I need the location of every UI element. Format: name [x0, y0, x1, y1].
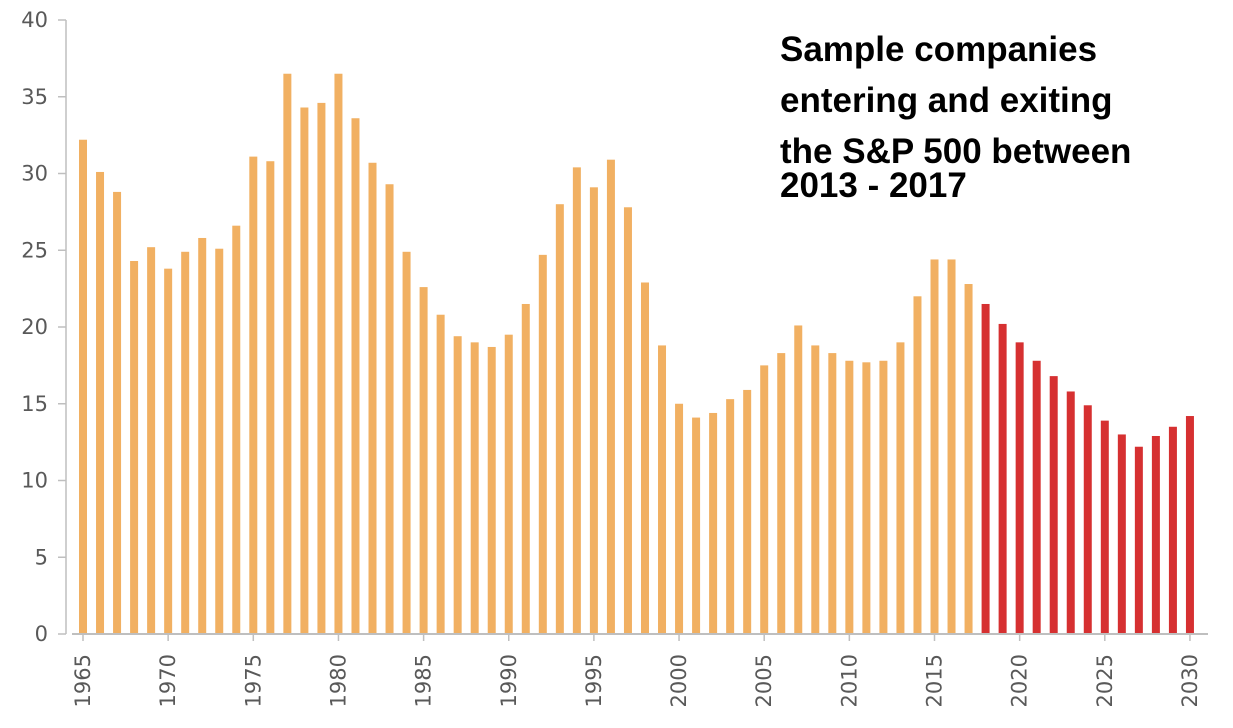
- bar-1971: [181, 251, 190, 635]
- bar-2004: [743, 389, 752, 634]
- bar-2025: [1100, 420, 1109, 634]
- bar-1973: [215, 248, 224, 634]
- x-tick-label: 2005: [752, 654, 776, 707]
- bar-1993: [555, 204, 564, 634]
- bar-1996: [606, 159, 615, 634]
- bar-2019: [998, 323, 1007, 634]
- bar-1985: [419, 287, 428, 634]
- bar-2001: [692, 417, 701, 634]
- x-tick-label: 2020: [1008, 654, 1032, 707]
- bar-2022: [1049, 376, 1058, 634]
- bar-2009: [828, 353, 837, 634]
- bar-2014: [913, 296, 922, 634]
- bar-2016: [947, 259, 956, 634]
- title-line-2: entering and exiting: [780, 81, 1113, 120]
- bar-2021: [1032, 360, 1041, 634]
- y-tick-label: 25: [21, 238, 48, 262]
- bars: [79, 73, 1194, 635]
- bar-1969: [147, 247, 156, 634]
- bar-1989: [487, 346, 496, 634]
- bar-1987: [453, 336, 462, 634]
- bar-2027: [1134, 446, 1143, 634]
- bar-1994: [572, 167, 581, 635]
- bar-2011: [862, 362, 871, 634]
- bar-2000: [675, 403, 684, 634]
- y-tick-label: 10: [21, 469, 48, 493]
- bar-1986: [436, 314, 445, 634]
- bar-2017: [964, 284, 973, 634]
- bar-1992: [538, 254, 547, 635]
- bar-2003: [726, 399, 735, 634]
- bar-1967: [113, 191, 122, 635]
- x-tick-label: 2010: [837, 654, 861, 707]
- bar-2030: [1185, 416, 1194, 634]
- title-line-4: 2013 - 2017: [780, 166, 967, 205]
- bar-1979: [317, 102, 326, 634]
- bar-1980: [334, 73, 343, 635]
- bar-2013: [896, 342, 905, 634]
- title-line-3: the S&P 500 between: [780, 132, 1131, 171]
- x-tick-label: 2030: [1178, 654, 1202, 707]
- bar-1984: [402, 251, 411, 635]
- bar-2008: [811, 345, 820, 634]
- bar-1970: [164, 268, 173, 634]
- bar-1974: [232, 225, 241, 634]
- bar-1995: [589, 187, 598, 634]
- y-tick-label: 20: [21, 315, 48, 339]
- bar-1968: [130, 260, 139, 634]
- y-tick-label: 5: [35, 545, 48, 569]
- y-tick-label: 30: [21, 162, 48, 186]
- y-tick-label: 35: [21, 85, 48, 109]
- chart-title: Sample companies entering and exiting th…: [780, 30, 1141, 205]
- bar-2010: [845, 360, 854, 634]
- bar-2005: [760, 365, 769, 635]
- bar-1997: [623, 207, 632, 634]
- y-tick-label: 15: [21, 392, 48, 416]
- x-tick-label: 1980: [326, 654, 350, 707]
- y-tick-label: 40: [21, 8, 48, 32]
- bar-2015: [930, 259, 939, 634]
- bar-1999: [658, 345, 667, 634]
- x-axis: 1965 1970 1975 1980 1985 1990 1995 2000 2005 2010…: [71, 634, 1202, 707]
- bar-2029: [1168, 426, 1177, 634]
- bar-2018: [981, 303, 990, 634]
- x-tick-label: 2015: [923, 654, 947, 707]
- bar-2002: [709, 412, 718, 634]
- bar-1978: [300, 107, 309, 634]
- bar-2028: [1151, 435, 1160, 634]
- bar-1975: [249, 156, 258, 635]
- bar-1976: [266, 161, 275, 634]
- x-tick-label: 1995: [582, 654, 606, 707]
- y-tick-label: 0: [35, 622, 48, 646]
- x-tick-label: 1990: [497, 654, 521, 707]
- bar-1965: [79, 139, 87, 635]
- x-tick-label: 2000: [667, 654, 691, 707]
- bar-1982: [368, 162, 377, 634]
- x-tick-label: 1970: [156, 654, 180, 707]
- bar-1998: [640, 282, 649, 634]
- x-tick-label: 1975: [241, 654, 265, 707]
- bar-1966: [96, 171, 105, 634]
- bar-1977: [283, 73, 292, 635]
- bar-2026: [1117, 434, 1126, 634]
- y-axis: 0 5 10 15 20 25 30 35 40: [21, 8, 66, 646]
- bar-1990: [504, 334, 513, 634]
- x-tick-label: 1965: [71, 654, 95, 707]
- bar-1991: [521, 303, 530, 634]
- bar-2020: [1015, 342, 1024, 634]
- bar-2007: [794, 325, 803, 634]
- bar-2023: [1066, 391, 1075, 634]
- x-tick-label: 2025: [1093, 654, 1117, 707]
- x-tick-label: 1985: [412, 654, 436, 707]
- title-line-1: Sample companies: [780, 30, 1097, 69]
- bar-1981: [351, 118, 360, 635]
- bar-1972: [198, 237, 207, 634]
- bar-2006: [777, 353, 786, 634]
- bar-1988: [470, 342, 479, 634]
- bar-2024: [1083, 405, 1092, 634]
- bar-1983: [385, 184, 394, 635]
- bar-2012: [879, 360, 888, 634]
